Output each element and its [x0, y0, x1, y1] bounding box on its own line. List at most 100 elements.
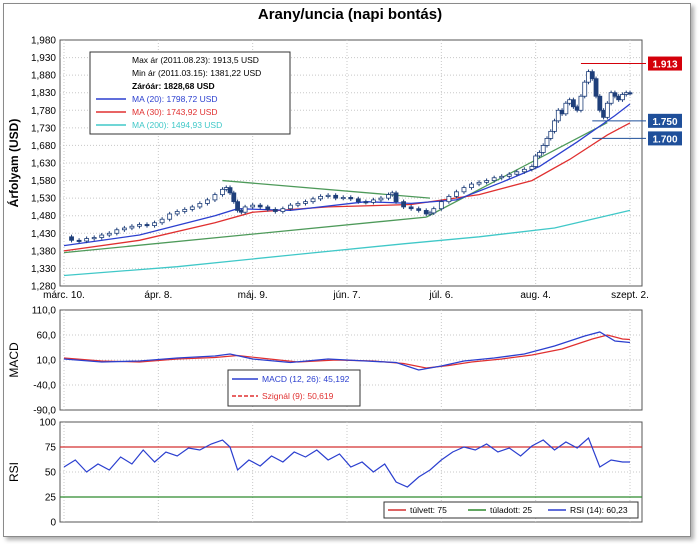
candle-body: [303, 201, 308, 204]
candle-body: [627, 92, 633, 95]
price-ref-box: [648, 113, 682, 128]
candle-body: [529, 166, 535, 170]
candle-body: [189, 206, 195, 210]
candle-body: [499, 175, 505, 179]
candle-body: [540, 145, 546, 153]
macd-legend-box: [227, 369, 361, 407]
legend-ma20-label: MA (20): 1798,72 USD: [132, 94, 218, 104]
candle-body: [182, 208, 188, 212]
price-y-tick-label: 1,780: [31, 106, 56, 117]
legend-ma200-label: MA (200): 1494,93 USD: [132, 120, 222, 130]
candle-body: [280, 208, 286, 212]
candle-body: [363, 201, 369, 204]
candle-body: [393, 192, 399, 203]
macd-line: [63, 331, 631, 371]
price-ref-label: 1.700: [652, 134, 677, 145]
candle-body: [91, 237, 97, 240]
candle-body: [408, 206, 414, 210]
candle-body: [129, 225, 135, 229]
candle-body: [265, 206, 271, 210]
ma30-line: [63, 122, 631, 252]
legend-min-price: Min ár (2011.03.15): 1381,22 USD: [132, 68, 261, 78]
price-x-tick-label: ápr. 8.: [144, 290, 172, 301]
candle-body: [204, 199, 210, 204]
candle-body: [371, 199, 376, 203]
price-y-tick-label: 1,530: [31, 194, 56, 205]
candle-body: [242, 206, 248, 213]
candle-body: [578, 95, 584, 111]
candle-body: [544, 137, 550, 146]
price-y-tick-label: 1,680: [31, 141, 56, 152]
candle-body: [431, 208, 437, 214]
candle-body: [114, 229, 120, 234]
rsi-panel: 100 75 50 25 0 RSI túlvett: 75 túladott: 25 RSI …: [7, 418, 643, 529]
candle-body: [250, 204, 256, 208]
macd-y-tick-label: 10,0: [37, 356, 57, 367]
price-x-tick-label: aug. 4.: [520, 290, 551, 301]
candle-body: [355, 198, 361, 203]
macd-y-axis-label: MACD: [7, 342, 21, 378]
candle-body: [310, 198, 316, 203]
price-x-tick-label: júl. 6.: [428, 290, 453, 301]
macd-panel: 110,0 60,0 10,0 -40,0 -90,0 MACD MACD (12, 26)…: [7, 306, 643, 417]
rsi-y-tick-label: 50: [45, 468, 57, 479]
rsi-legend-box: [383, 501, 639, 519]
price-ref-label: 1.750: [652, 117, 677, 128]
candle-body: [212, 194, 218, 201]
candle-body: [295, 203, 301, 206]
candle-body: [423, 210, 429, 215]
price-y-tick-label: 1,580: [31, 176, 56, 187]
candle-body: [325, 194, 331, 197]
ma200-line: [63, 209, 631, 277]
candle-body: [537, 152, 542, 157]
candle-body: [174, 211, 180, 215]
candle-body: [555, 109, 561, 122]
candle-body: [159, 218, 165, 224]
price-x-tick-label: máj. 9.: [238, 290, 268, 301]
legend-max-price: Max ár (2011.08.23): 1913,5 USD: [132, 55, 259, 65]
candle-body: [514, 171, 520, 175]
signal-legend-label: Szignál (9): 50,619: [262, 391, 334, 401]
rsi-y-axis-label: RSI: [7, 462, 21, 482]
candle-body: [491, 177, 497, 181]
trend-line-support: [63, 216, 427, 254]
candle-body: [484, 180, 490, 183]
ma20-line: [63, 103, 631, 247]
candle-body: [257, 204, 263, 208]
macd-y-tick-label: 60,0: [37, 331, 57, 342]
candle-body: [548, 130, 554, 139]
price-y-tick-label: 1,480: [31, 211, 56, 222]
candle-body: [521, 168, 527, 173]
price-y-tick-label: 1,830: [31, 88, 56, 99]
price-x-tick-label: jún. 7.: [332, 290, 360, 301]
candle-body: [227, 187, 233, 194]
price-ref-label: 1.913: [652, 60, 677, 71]
rsi-y-tick-label: 25: [45, 493, 57, 504]
candle-body: [378, 197, 384, 201]
candle-body: [144, 224, 150, 227]
price-x-tick-label: márc. 10.: [43, 290, 85, 301]
candle-body: [446, 195, 452, 203]
chart-title: Arany/uncia (napi bontás): [257, 6, 443, 23]
candle-body: [612, 92, 618, 97]
price-x-tick-label: szept. 2.: [611, 290, 649, 301]
rsi-legend-label: túlvett: 75: [410, 505, 447, 515]
candle-body: [438, 201, 444, 210]
candle-body: [333, 194, 339, 199]
candle-body: [461, 187, 467, 193]
candle-body: [106, 232, 112, 236]
candle-body: [416, 208, 422, 211]
price-ref-box: [648, 56, 682, 71]
candle-body: [386, 194, 391, 199]
candle-body: [231, 192, 237, 203]
candle-body: [76, 239, 82, 242]
macd-y-tick-label: -40,0: [33, 381, 56, 392]
price-legend-box: [89, 51, 291, 135]
price-y-tick-label: 1,980: [31, 36, 56, 47]
candle-body: [121, 227, 127, 231]
candle-body: [235, 201, 240, 211]
candle-body: [454, 191, 459, 197]
candle-body: [593, 78, 599, 97]
macd-y-tick-label: -90,0: [33, 406, 56, 417]
